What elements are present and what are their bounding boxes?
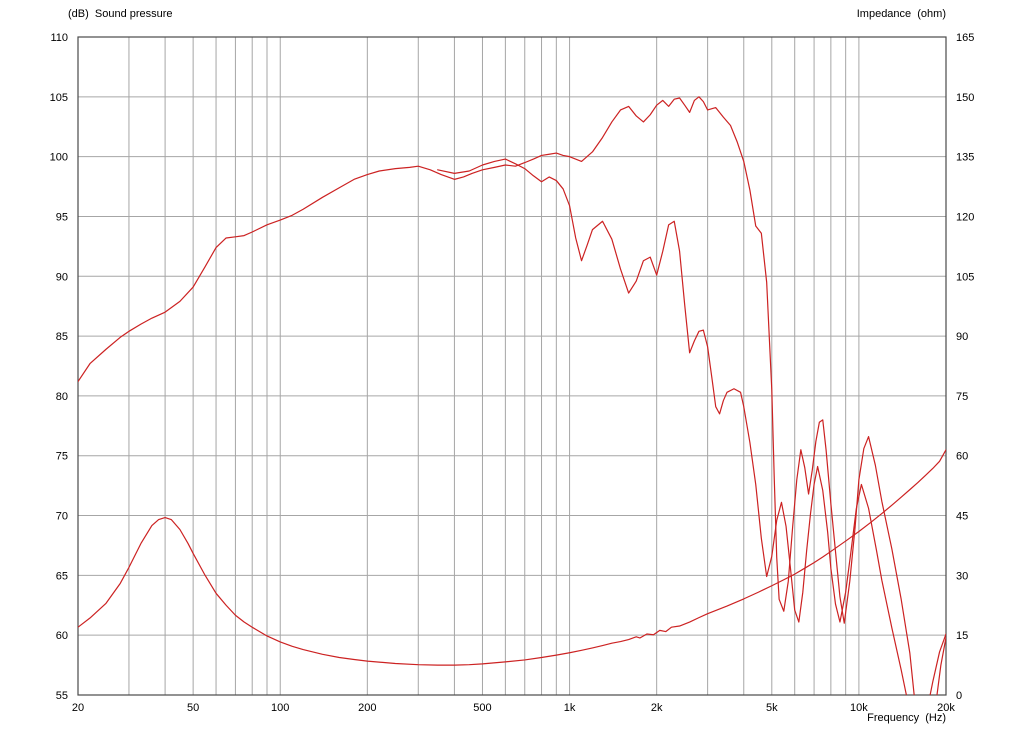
x-tick-label: 20 [72,702,84,714]
x-tick-label: 50 [187,702,199,714]
y-left-tick-label: 105 [50,92,68,104]
y-right-axis-title: Impedance (ohm) [856,8,946,20]
x-axis-title: Frequency (Hz) [867,712,946,724]
y-right-tick-label: 15 [956,630,968,642]
y-left-tick-label: 55 [56,690,68,702]
y-left-tick-label: 70 [56,511,68,523]
curves-group [78,96,946,695]
y-left-tick-label: 80 [56,391,68,403]
x-tick-label: 10k [850,702,868,714]
y-right-tick-label: 60 [956,451,968,463]
x-tick-label: 200 [358,702,376,714]
curve-spl-on-axis [78,96,946,695]
y-right-tick-label: 135 [956,152,974,164]
y-right-tick-label: 75 [956,391,968,403]
y-left-tick-label: 65 [56,570,68,582]
plot-border [77,36,947,696]
y-right-tick-label: 45 [956,511,968,523]
y-right-tick-label: 120 [956,211,974,223]
y-right-tick-label: 105 [956,271,974,283]
y-left-tick-label: 60 [56,630,68,642]
curve-spl-off-axis [437,158,946,695]
y-right-tick-label: 90 [956,331,968,343]
y-left-axis-title: (dB) Sound pressure [68,8,173,20]
y-right-tick-label: 0 [956,690,962,702]
x-tick-label: 500 [473,702,491,714]
x-tick-label: 20k [937,702,955,714]
y-left-tick-label: 85 [56,331,68,343]
y-right-tick-label: 165 [956,32,974,44]
y-left-tick-label: 110 [50,32,68,44]
y-right-tick-label: 30 [956,570,968,582]
y-left-tick-label: 100 [50,152,68,164]
y-left-tick-label: 95 [56,211,68,223]
y-left-tick-label: 75 [56,451,68,463]
x-tick-label: 100 [271,702,289,714]
curve-impedance [78,449,946,666]
y-right-tick-label: 150 [956,92,974,104]
x-tick-label: 5k [766,702,778,714]
y-left-tick-label: 90 [56,271,68,283]
x-tick-label: 2k [651,702,663,714]
x-tick-label: 1k [564,702,576,714]
